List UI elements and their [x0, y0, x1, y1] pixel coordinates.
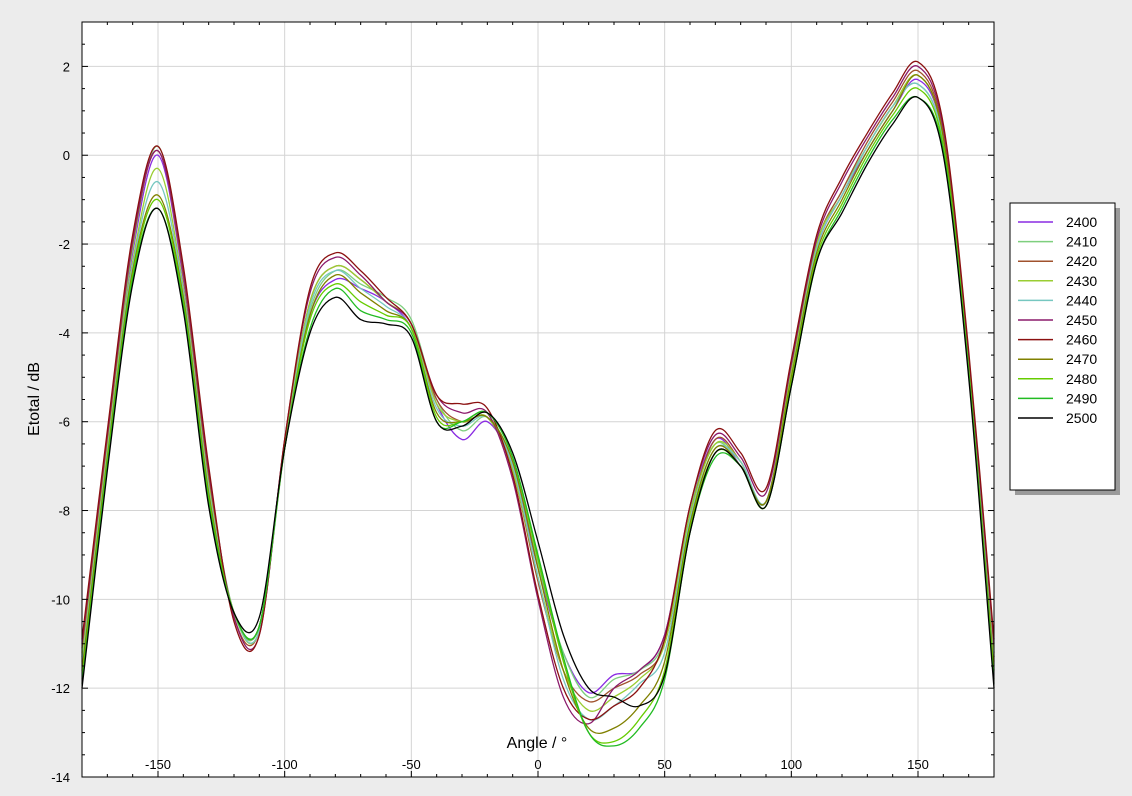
grid [82, 22, 994, 778]
y-tick-label: -4 [58, 326, 70, 341]
legend-label-2430: 2430 [1066, 273, 1097, 289]
y-tick-label: 2 [63, 59, 70, 74]
legend-label-2500: 2500 [1066, 410, 1097, 426]
x-tick-label: 0 [534, 757, 541, 772]
legend-label-2460: 2460 [1066, 332, 1097, 348]
x-tick-label: -50 [402, 757, 421, 772]
x-tick-label: -100 [272, 757, 298, 772]
series-line-2470 [81, 74, 995, 735]
y-axis-label: Etotal / dB [26, 362, 43, 436]
series-line-2460 [81, 60, 995, 721]
x-tick-label: 50 [657, 757, 671, 772]
axes: -150 -100 -50 0 50 100 150 2 0 -2 -4 -6 -8 -10 -12 -14 [51, 21, 995, 785]
y-tick-label: -10 [51, 592, 70, 607]
y-tick-label: -6 [58, 415, 70, 430]
y-tick-label: 0 [63, 148, 70, 163]
legend-label-2420: 2420 [1066, 253, 1097, 269]
y-tick-label: -12 [51, 681, 70, 696]
y-tick-label: -8 [58, 504, 70, 519]
series-line-2450 [81, 65, 995, 725]
y-tick-label: -14 [51, 770, 70, 785]
x-tick-label: -150 [145, 757, 171, 772]
x-tick-label: 150 [907, 757, 929, 772]
plot-frame [81, 21, 995, 778]
legend-label-2400: 2400 [1066, 214, 1097, 230]
legend: 2400 2410 2420 2430 2440 2450 2460 2470 2480 2490… [1009, 202, 1120, 495]
series-lines [81, 60, 995, 747]
legend-box [1009, 202, 1116, 491]
legend-label-2450: 2450 [1066, 312, 1097, 328]
series-line-2500 [81, 96, 995, 708]
legend-label-2470: 2470 [1066, 351, 1097, 367]
series-line-2490 [81, 95, 995, 747]
legend-label-2410: 2410 [1066, 234, 1097, 250]
series-line-2480 [81, 87, 995, 744]
series-line-2440 [81, 82, 995, 721]
x-tick-label: 100 [780, 757, 802, 772]
legend-label-2440: 2440 [1066, 292, 1097, 308]
y-tick-label: -2 [58, 237, 70, 252]
legend-label-2490: 2490 [1066, 390, 1097, 406]
legend-label-2480: 2480 [1066, 371, 1097, 387]
x-axis-label: Angle / ° [507, 735, 568, 752]
